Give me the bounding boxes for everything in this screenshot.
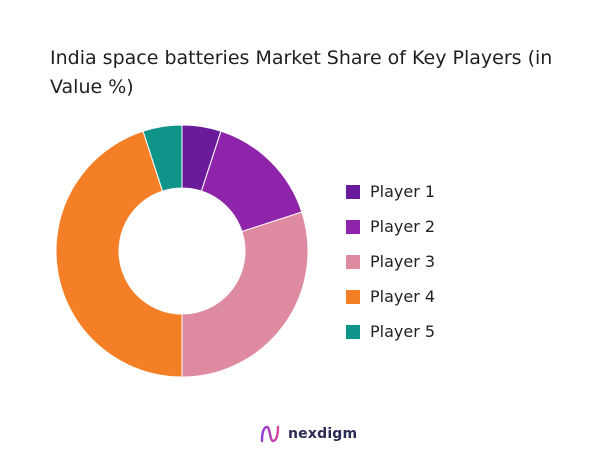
- legend-item-player-1: Player 1: [346, 174, 435, 209]
- chart-title: India space batteries Market Share of Ke…: [50, 47, 553, 98]
- brand-footer: nexdigm: [259, 424, 357, 444]
- legend-item-player-3: Player 3: [346, 244, 435, 279]
- legend-swatch: [346, 324, 360, 339]
- legend-label: Player 1: [370, 182, 436, 201]
- legend-swatch: [346, 254, 360, 269]
- legend-label: Player 2: [370, 217, 436, 236]
- brand-name: nexdigm: [288, 426, 358, 442]
- slice-player-4: [55, 130, 183, 378]
- slice-player-5: [142, 124, 183, 192]
- slice-player-3: [181, 211, 309, 378]
- chart-legend: Player 1 Player 2 Player 3 Player 4 Player 5: [346, 174, 435, 349]
- legend-label: Player 4: [370, 287, 436, 306]
- legend-item-player-4: Player 4: [346, 279, 435, 314]
- legend-swatch: [346, 184, 360, 199]
- legend-swatch: [346, 289, 360, 304]
- legend-swatch: [346, 219, 360, 234]
- legend-label: Player 5: [370, 322, 436, 341]
- legend-item-player-2: Player 2: [346, 209, 435, 244]
- legend-label: Player 3: [370, 252, 436, 271]
- legend-item-player-5: Player 5: [346, 314, 435, 349]
- nexdigm-logo-icon: [260, 425, 280, 443]
